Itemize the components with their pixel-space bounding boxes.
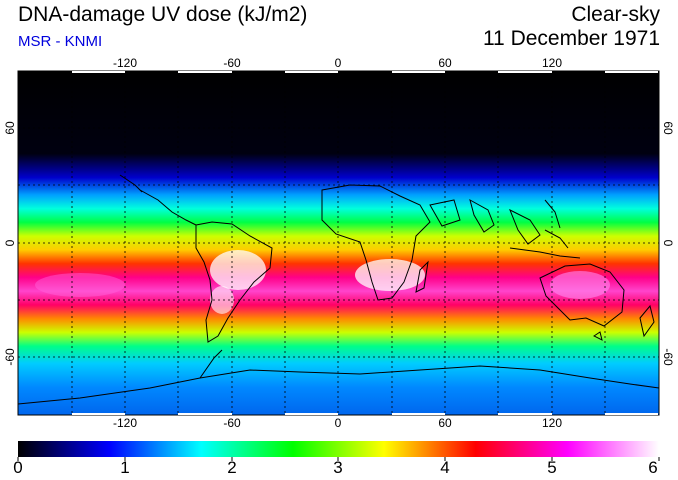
lat-tick-right: 0 [661,240,675,247]
source-label: MSR - KNMI [18,33,103,50]
graticule [18,71,659,415]
lon-tick-bottom: -120 [113,416,137,430]
lon-tick-bottom: 120 [542,416,562,430]
lon-tick-top: 0 [335,56,342,70]
sky-condition: Clear-sky [571,3,660,26]
lon-tick-top: -60 [223,56,241,70]
colorbar-label: 4 [440,458,450,477]
lat-tick-left: -60 [3,348,17,366]
colorbar-ticks [17,457,660,461]
colorbar [18,441,659,457]
lon-tick-top: -120 [113,56,137,70]
colorbar-label: 1 [120,458,130,477]
colorbar-label: 2 [227,458,237,477]
lon-tick-top: 120 [542,56,562,70]
lat-tick-right: -60 [661,348,675,366]
coastlines [18,174,659,405]
lat-tick-left: 0 [3,239,17,246]
colorbar-label: 3 [333,458,343,477]
lon-tick-top: 60 [438,56,452,70]
uv-hotspots [35,250,610,314]
map-title: DNA-damage UV dose (kJ/m2) [18,3,308,26]
lon-tick-bottom: -60 [223,416,241,430]
lat-tick-right: 60 [661,121,675,135]
colorbar-label: 5 [547,458,557,477]
map-frame [17,70,660,416]
map-date: 11 December 1971 [482,27,660,50]
lat-tick-left: 60 [3,121,17,135]
lon-tick-bottom: 60 [438,416,452,430]
lon-tick-bottom: 0 [335,416,342,430]
frame-ticks [72,71,658,415]
colorbar-label: 0 [13,458,23,477]
colorbar-label: 6 [648,458,658,477]
